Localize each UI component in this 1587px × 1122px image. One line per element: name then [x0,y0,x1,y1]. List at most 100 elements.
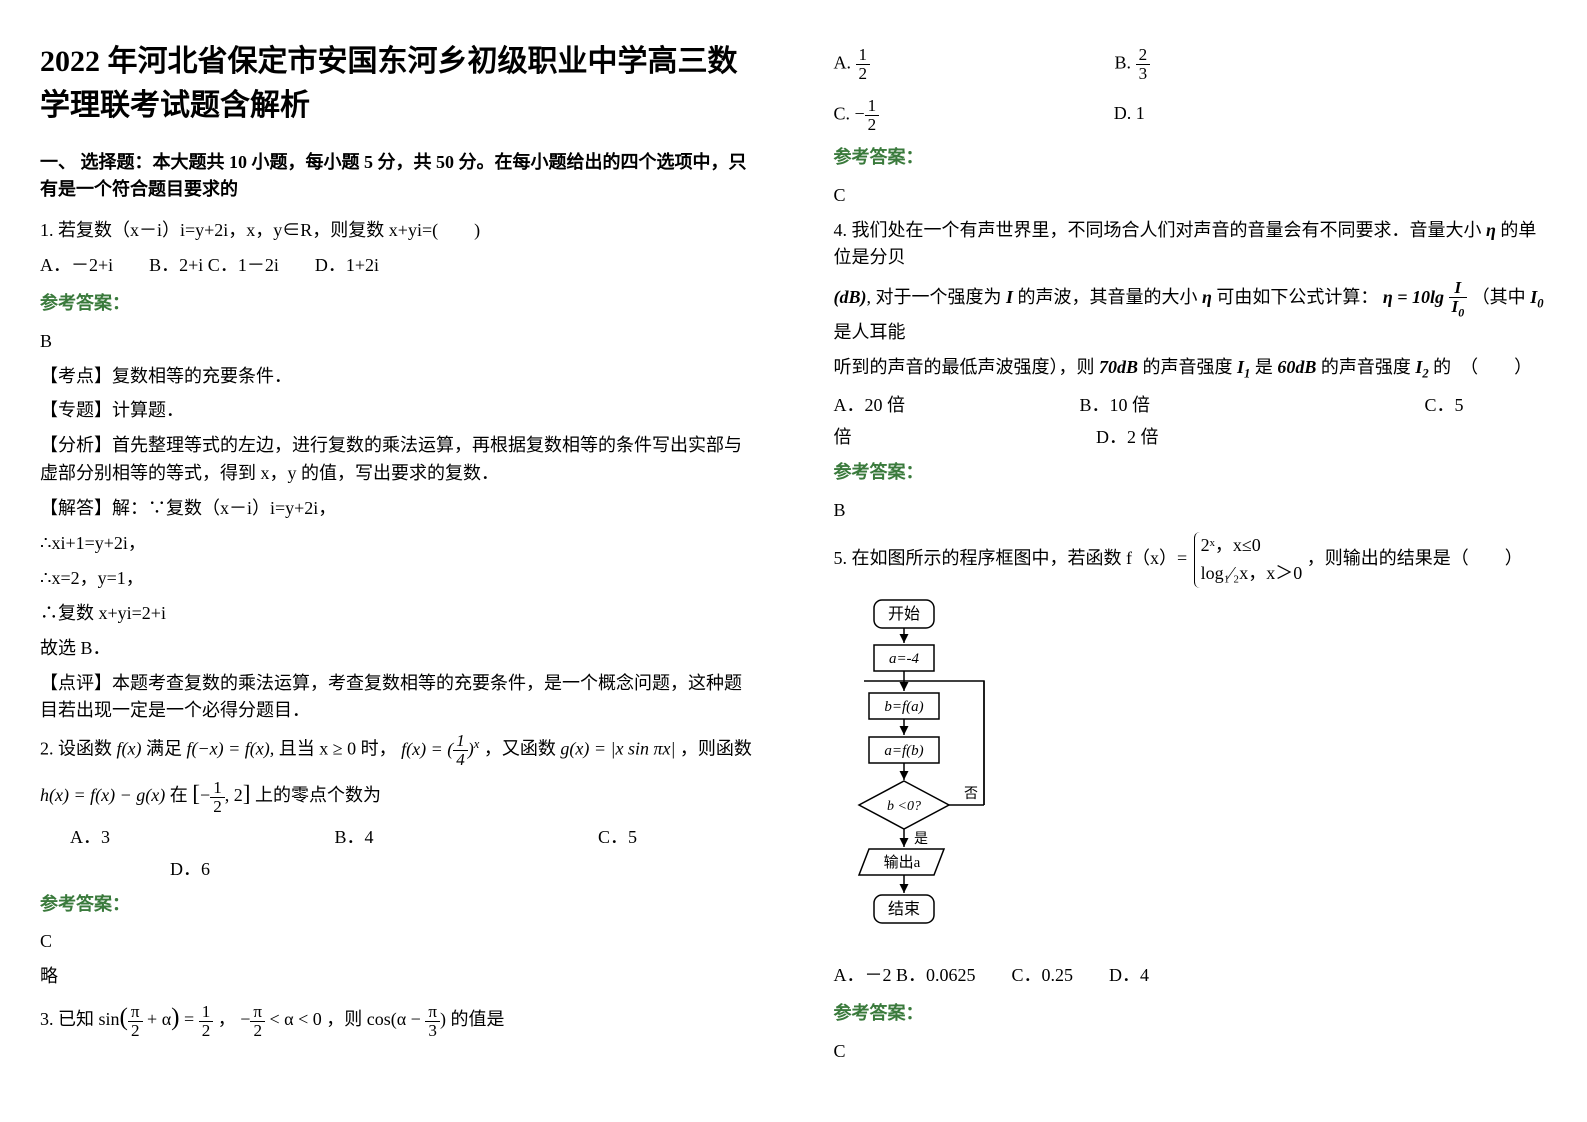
q2-hx: h(x) = f(x) − g(x) [40,785,170,805]
q3-cos: cos(α − π3) [367,1009,451,1029]
q2-gx: g(x) = |x sin πx| [560,739,680,759]
q4-I2: I2 [1415,357,1428,377]
q4-opts-row2: 倍 D．2 倍 [834,423,1548,449]
q3-optD: D. 1 [1114,103,1145,124]
q4-I: I [1006,287,1013,307]
flowchart: 开始 a=-4 b=f(a) a=f(b) b <0? 否 [834,595,1548,955]
q4-l1: 4. 我们处在一个有声世界里，不同场合人们对声音的音量会有不同要求．音量大小 η… [834,217,1548,273]
q2-line1: 2. 设函数 f(x) 满足 f(−x) = f(x), 且当 x ≥ 0 时，… [40,732,754,769]
q3-sin: sin(π2 + α) = 12 [99,1009,214,1029]
q2-even: f(−x) = f(x), [186,739,278,759]
q4-I1: I1 [1237,357,1250,377]
q1-ans: B [40,328,754,356]
q1-l1: 【考点】复数相等的充要条件． [40,363,754,391]
q1-l8: 故选 B． [40,635,754,663]
q3-optC-label: C. [834,103,851,123]
q3-opt-row1: A. 12 B. 23 [834,46,1548,83]
q4-optC: C．5 [1425,391,1464,417]
q1-l9: 【点评】本题考查复数的乘法运算，考查复数相等的充要条件，是一个概念问题，这种题目… [40,670,754,726]
section-head: 一、 选择题：本大题共 10 小题，每小题 5 分，共 50 分。在每小题给出的… [40,149,754,203]
q5-answer-head: 参考答案： [834,1000,1548,1028]
q4-l3e: 的 （ ） [1433,357,1532,377]
flow-start: 开始 [887,605,919,623]
q4-I0: I0 [1530,287,1543,307]
doc-title: 2022 年河北省保定市安国东河乡初级职业中学高三数学理联考试题含解析 [40,40,754,127]
flow-out: 输出a [883,854,920,871]
q4-optB: B．10 倍 [1080,391,1151,417]
q2-fx-expr: f(x) = (14)x [401,739,484,759]
q3-pre: 3. 已知 [40,1009,94,1029]
q5-ans: C [834,1038,1548,1066]
q3-mid: ， [218,1009,236,1029]
flowchart-svg: 开始 a=-4 b=f(a) a=f(b) b <0? 否 [834,595,1054,955]
q1-answer-head: 参考答案： [40,290,754,318]
q4-formula: η = 10lg II0 [1383,287,1467,307]
q2-optC: C．5 [598,823,637,849]
q2-mid2: 且当 x ≥ 0 时， [279,739,397,759]
q5-piecewise: 2ˣ，x≤0 log₁⁄₂x，x＞0 [1194,532,1303,588]
q4-optD: D．2 倍 [1096,423,1159,449]
q4-l2: (dB), 对于一个强度为 I 的声波，其音量的大小 η 可由如下公式计算： η… [834,279,1548,347]
q2-line2: h(x) = f(x) − g(x) 在 [−12, 2] 上的零点个数为 [40,776,754,815]
q4-db: (dB) [834,287,867,307]
q4-optC2: 倍 [834,423,852,449]
q3-optC: C. −12 [834,97,880,134]
q4-eta: η [1486,220,1496,240]
q4-opts-row1: A．20 倍 B．10 倍 C．5 [834,391,1548,417]
q4-eta2: η [1202,287,1212,307]
q4-70db: 70dB [1099,357,1138,377]
q2-line2b: 上的零点个数为 [255,785,381,805]
q1-l6: ∴x=2，y=1， [40,565,754,593]
flow-s2: b=f(a) [884,699,923,715]
q5-opts: A．－2 B．0.0625 C．0.25 D．4 [834,962,1548,990]
q2-mid4: ，则函数 [680,739,752,759]
q3-optC-frac: 12 [865,97,880,134]
q2-optB: B．4 [335,823,374,849]
q2-mid1: 满足 [146,739,182,759]
q1-opts: A．－2+i B．2+i C．1－2i D．1+2i [40,252,754,280]
q2-answer-head: 参考答案： [40,891,754,919]
q2-line2a: 在 [170,785,188,805]
q4-ans: B [834,497,1548,525]
q2-ans: C [40,928,754,956]
q1-l4: 【解答】解：∵复数（x－i）i=y+2i， [40,495,754,523]
q4-answer-head: 参考答案： [834,459,1548,487]
q1-l7: ∴复数 x+yi=2+i [40,600,754,628]
q4-l3b: 的声音强度 [1143,357,1233,377]
q3-range: −π2 < α < 0 [240,1009,326,1029]
q4-l2e: 是人耳能 [834,322,906,342]
q2-opts-row2: D．6 [40,855,754,881]
q5-l1a: 5. 在如图所示的程序框图中，若函数 f（x）= [834,548,1188,568]
q4-l3c: 是 [1255,357,1273,377]
left-column: 2022 年河北省保定市安国东河乡初级职业中学高三数学理联考试题含解析 一、 选… [0,0,794,1122]
q2-optD: D．6 [170,855,210,881]
q5-l1b: ，则输出的结果是（ ） [1307,548,1523,568]
q1-text: 1. 若复数（x－i）i=y+2i，x，y∈R，则复数 x+yi=( ) [40,217,754,245]
flow-s3: a=f(b) [884,743,923,759]
q4-60db: 60dB [1277,357,1316,377]
q2-opts-row1: A．3 B．4 C．5 [40,823,754,849]
right-column: A. 12 B. 23 C. −12 D. 1 参考答案： C 4. 我们处在一… [794,0,1587,1122]
q4-l2c: 可由如下公式计算： [1216,287,1378,307]
q3-ans: C [834,182,1548,210]
q4-l2d: （其中 [1472,287,1526,307]
q5-l1: 5. 在如图所示的程序框图中，若函数 f（x）= 2ˣ，x≤0 log₁⁄₂x，… [834,532,1548,588]
q5-piece2: log₁⁄₂x，x＞0 [1201,560,1303,588]
q1-l2: 【专题】计算题． [40,397,754,425]
q2-fx: f(x) [117,739,146,759]
flow-end: 结束 [887,900,919,918]
q3-answer-head: 参考答案： [834,144,1548,172]
flow-yes: 是 [914,832,928,847]
q3-line: 3. 已知 sin(π2 + α) = 12 ， −π2 < α < 0 ，则 … [40,998,754,1039]
q4-l2a: 对于一个强度为 [876,287,1002,307]
q3-optB-frac: 23 [1136,46,1151,83]
q4-l3: 听到的声音的最低声波强度），则 70dB 的声音强度 I1 是 60dB 的声音… [834,354,1548,384]
q3-optA: A. 12 [834,46,871,83]
q3-optA-label: A. [834,53,852,73]
q3-optB: B. 23 [1115,46,1151,83]
q2-brief: 略 [40,963,754,991]
flow-s1: a=-4 [888,651,919,667]
q4-l2b: 的声波，其音量的大小 [1018,287,1198,307]
flow-cond: b <0? [887,799,921,814]
q2-optA: A．3 [70,823,110,849]
